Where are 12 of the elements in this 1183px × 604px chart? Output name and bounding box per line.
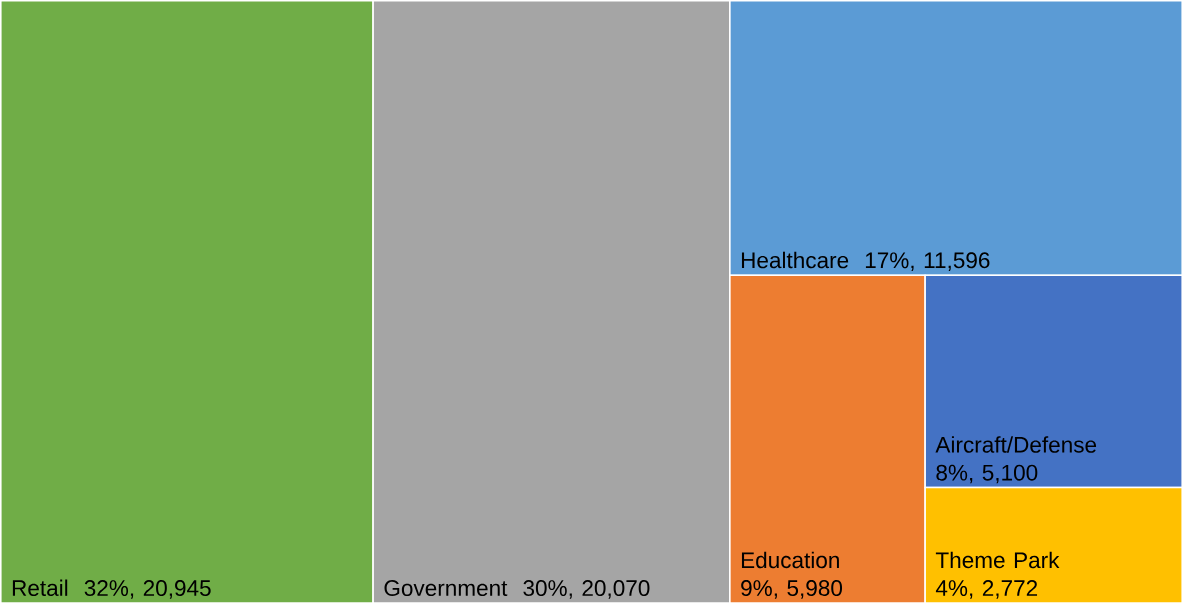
category-label: Healthcare (741, 251, 849, 269)
category-label: Government (384, 580, 508, 597)
data-label: 17%, 11,596 (865, 252, 990, 272)
data-label: 4%, 2,772 (935, 580, 1038, 599)
data-label: 9%, 5,980 (741, 580, 843, 599)
category-label: Aircraft/Defense (935, 436, 1097, 453)
data-label: 32%, 20,945 (84, 580, 211, 599)
category-label: Retail (12, 579, 68, 597)
category-label: Education (741, 551, 839, 569)
data-label: 8%, 5,100 (936, 464, 1038, 484)
data-label: 30%, 20,070 (523, 580, 650, 599)
category-label: Theme Park (935, 551, 1060, 569)
